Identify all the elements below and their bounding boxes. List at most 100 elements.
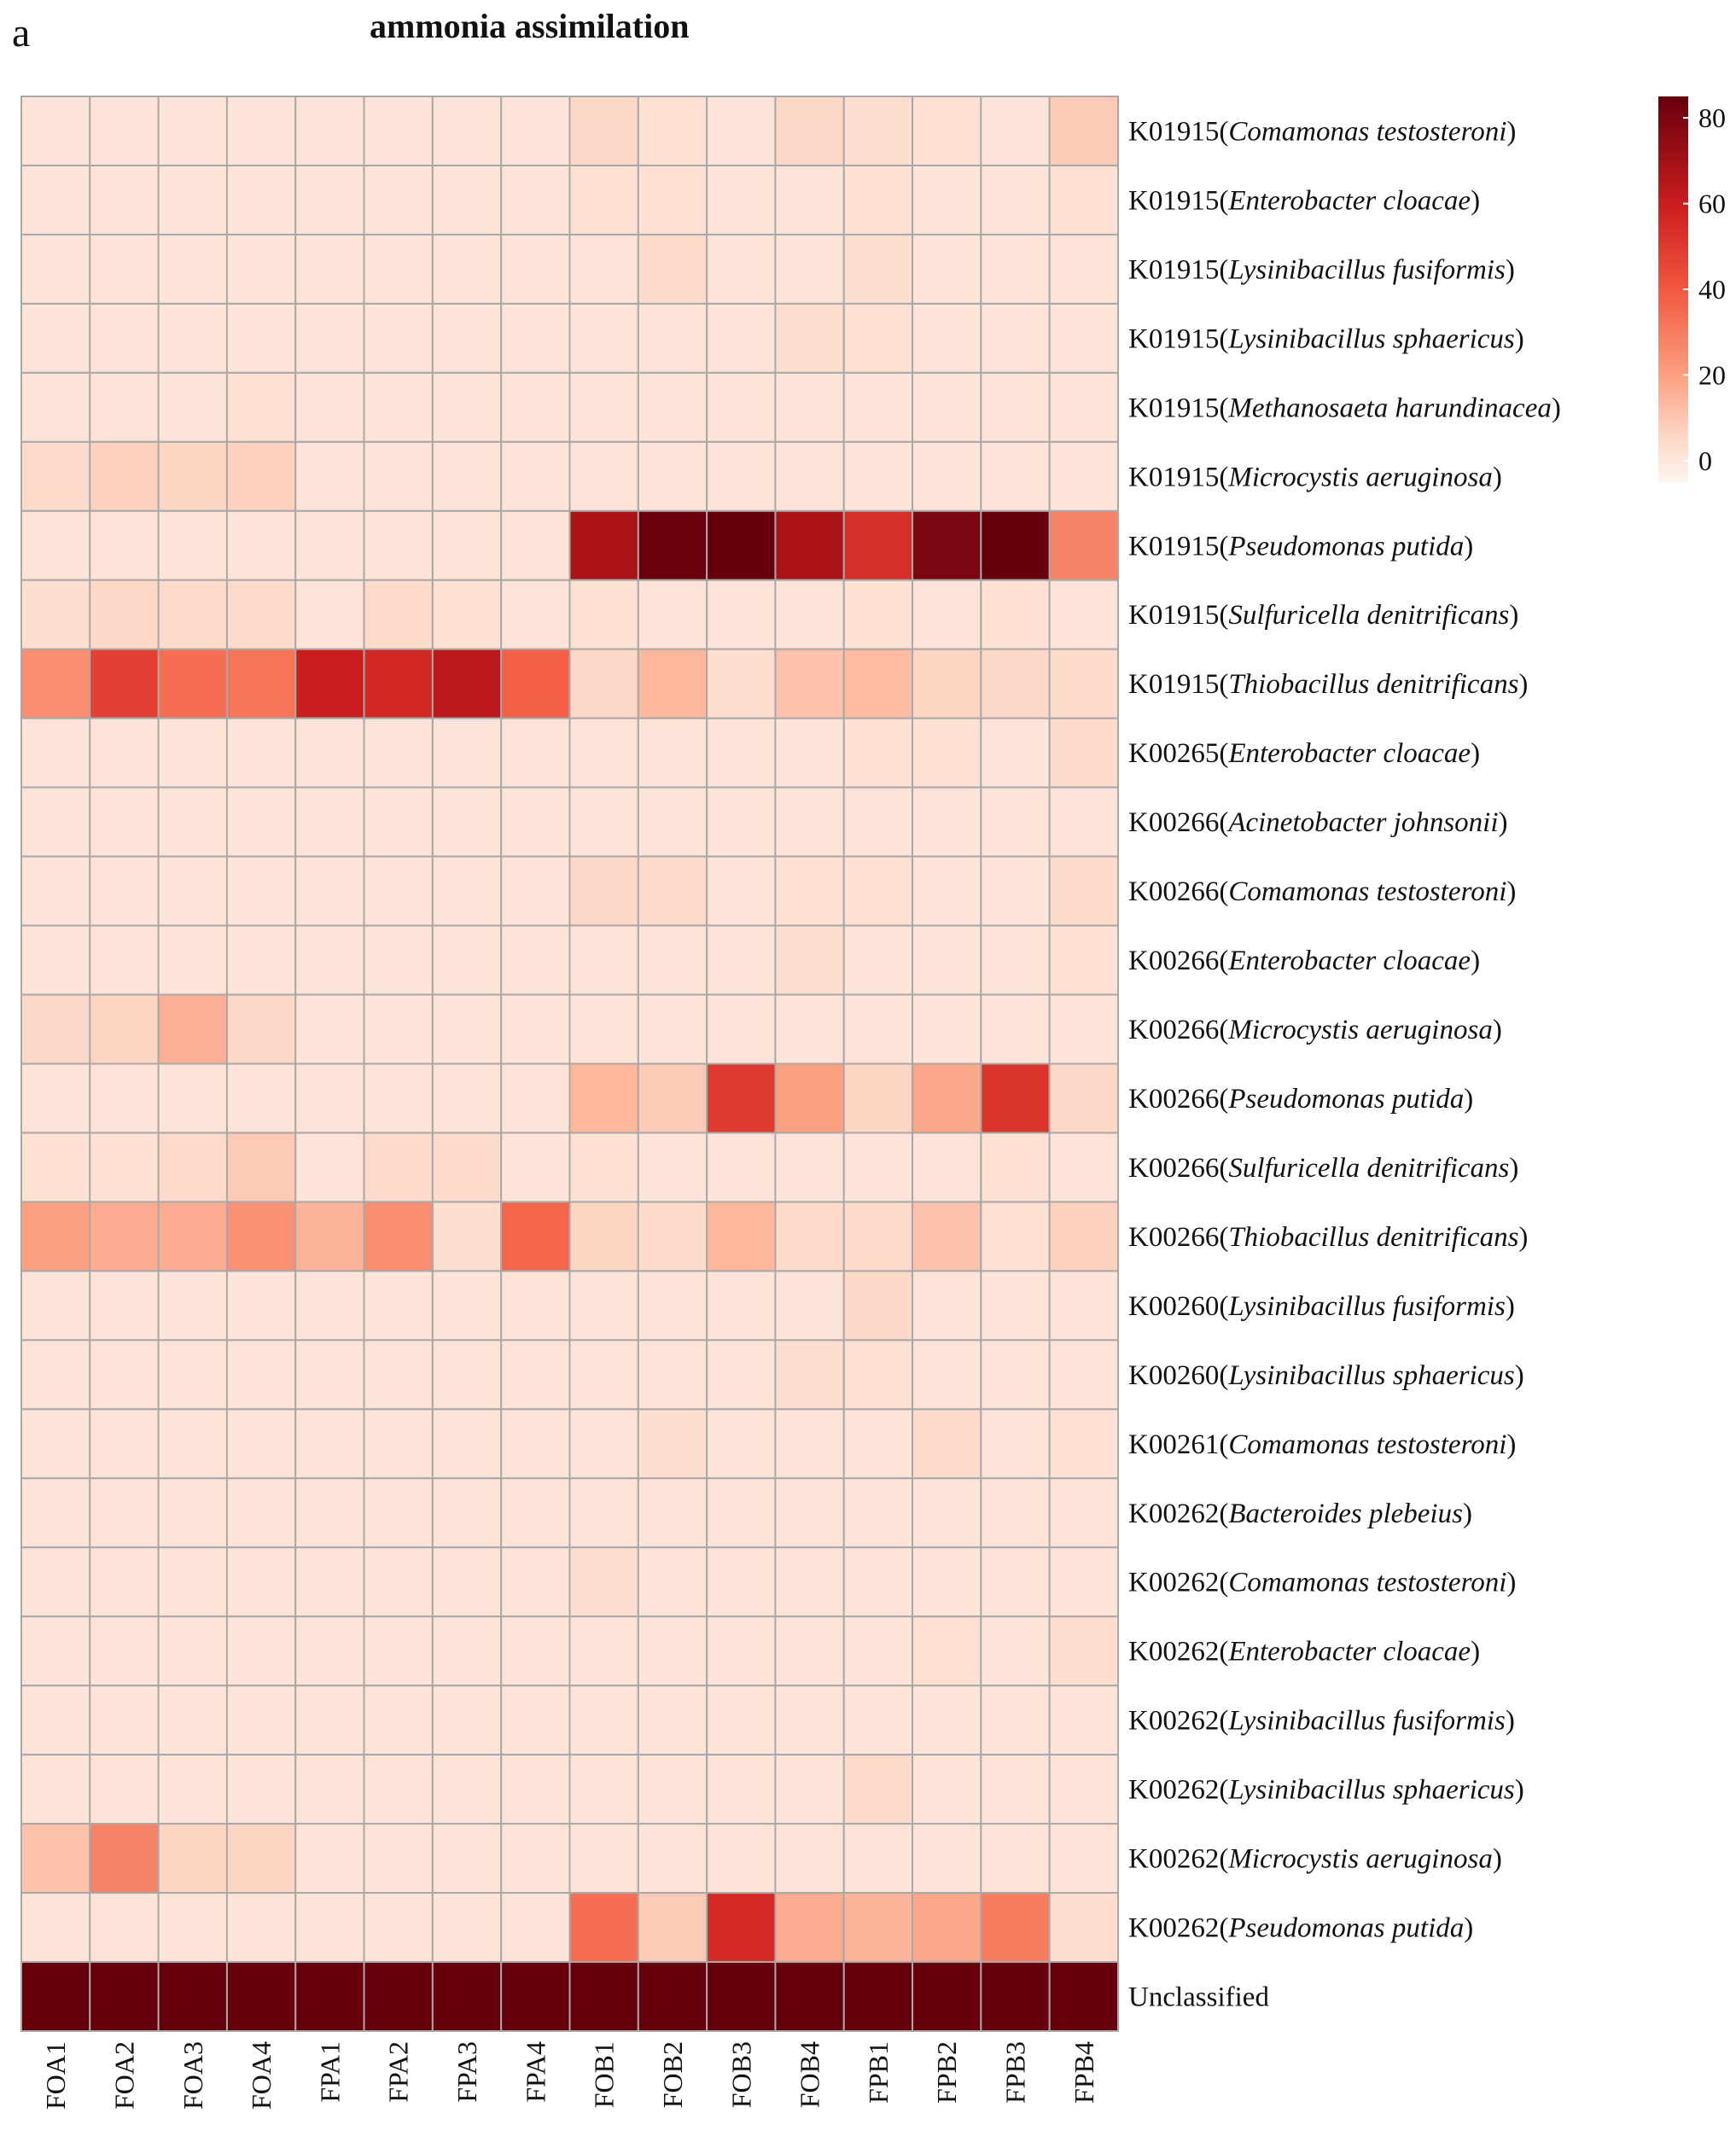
heatmap-cell <box>842 1961 914 2033</box>
row-label: K00266(Acinetobacter johnsonii) <box>1128 807 1508 838</box>
row-label-species: Pseudomonas putida <box>1227 531 1464 562</box>
heatmap-cell <box>363 1339 434 1411</box>
heatmap-cell <box>842 648 914 719</box>
heatmap-cell <box>980 1823 1051 1895</box>
heatmap-cell <box>637 1062 708 1134</box>
heatmap-cell <box>774 1546 845 1618</box>
heatmap-cell <box>706 579 777 650</box>
heatmap-cell <box>568 1201 639 1272</box>
heatmap-cell <box>20 96 91 166</box>
heatmap-cell <box>89 993 160 1065</box>
row-label-code: K00262( <box>1128 1775 1228 1806</box>
heatmap-cell <box>363 233 434 305</box>
heatmap-cell <box>980 1615 1051 1687</box>
heatmap-cell <box>637 96 708 166</box>
heatmap-cell <box>706 1270 777 1342</box>
heatmap-cell <box>363 1961 434 2033</box>
heatmap-cell <box>637 717 708 789</box>
row-label-species: Acinetobacter johnsonii <box>1226 807 1498 838</box>
heatmap-cell <box>637 1892 708 1964</box>
heatmap-cell <box>225 1754 297 1825</box>
heatmap-cell <box>225 993 297 1065</box>
heatmap-cell <box>637 855 708 927</box>
row-label-close: ) <box>1515 1360 1524 1391</box>
row-label-species: Comamonas testosteroni <box>1228 117 1506 148</box>
heatmap-cell <box>431 1408 503 1480</box>
heatmap-cell <box>500 1754 571 1825</box>
heatmap-cell <box>912 96 982 166</box>
heatmap-cell <box>294 1339 365 1411</box>
heatmap-cell <box>842 855 914 927</box>
heatmap-cell <box>842 1062 914 1134</box>
row-label-species: Microcystis aeruginosa <box>1227 462 1493 492</box>
heatmap-cell <box>568 648 639 719</box>
heatmap-cell <box>89 855 160 927</box>
heatmap-cell <box>500 1892 571 1964</box>
heatmap-cell <box>842 440 914 512</box>
legend-tick-label: 80 <box>1698 102 1726 133</box>
heatmap-cell <box>431 717 503 789</box>
heatmap-cell <box>774 786 845 858</box>
row-label-code: K01915( <box>1128 117 1228 148</box>
heatmap-cell <box>980 509 1051 581</box>
row-label-close: ) <box>1464 531 1473 562</box>
heatmap-cell <box>774 1062 845 1134</box>
row-label-close: ) <box>1471 185 1480 216</box>
row-label-code: K00266( <box>1128 807 1228 838</box>
heatmap-cell <box>774 1892 845 1964</box>
heatmap-cell <box>20 717 91 789</box>
column-label: FOA3 <box>178 2041 208 2110</box>
heatmap-cell <box>89 302 160 374</box>
heatmap-cell <box>20 1961 91 2033</box>
color-legend: 0 20 40 60 80 <box>1658 96 1726 482</box>
heatmap-cell <box>912 924 982 996</box>
row-label-species: Enterobacter cloacae <box>1227 1637 1471 1668</box>
heatmap-cell <box>225 1615 297 1687</box>
heatmap-cell <box>568 993 639 1065</box>
heatmap-cell <box>20 786 91 858</box>
heatmap-cell <box>980 164 1051 236</box>
heatmap-cell <box>637 1823 708 1895</box>
row-label-code: K00262( <box>1128 1499 1228 1529</box>
heatmap-cell <box>1048 579 1119 650</box>
heatmap-cell <box>363 924 434 996</box>
heatmap-cell <box>294 717 365 789</box>
heatmap-cell <box>89 1823 160 1895</box>
heatmap-cell <box>637 579 708 650</box>
row-label: K00262(Microcystis aeruginosa) <box>1128 1844 1502 1875</box>
heatmap-cell <box>842 1408 914 1480</box>
heatmap-cell <box>294 1754 365 1825</box>
heatmap-cell <box>20 509 91 581</box>
heatmap-cell <box>706 1823 777 1895</box>
heatmap-cell <box>431 648 503 719</box>
heatmap-cell <box>774 717 845 789</box>
row-label-species: Bacteroides plebeius <box>1228 1499 1463 1529</box>
heatmap-cell <box>912 1132 982 1203</box>
heatmap-cell <box>89 1615 160 1687</box>
heatmap-cell <box>1048 1339 1119 1411</box>
column-label: FPB1 <box>863 2041 894 2104</box>
heatmap-cell <box>294 1477 365 1549</box>
heatmap-cell <box>637 1961 708 2033</box>
heatmap-cell <box>89 233 160 305</box>
heatmap-cell <box>568 1892 639 1964</box>
row-label: K01915(Thiobacillus denitrificans) <box>1128 669 1528 700</box>
heatmap-cell <box>842 302 914 374</box>
row-label-close: ) <box>1515 323 1524 354</box>
heatmap-cell <box>774 233 845 305</box>
heatmap-cell <box>637 648 708 719</box>
heatmap-cell <box>912 164 982 236</box>
heatmap-cell <box>912 1823 982 1895</box>
heatmap-cell <box>157 1546 228 1618</box>
row-label-close: ) <box>1493 1015 1502 1045</box>
row-label: K00262(Lysinibacillus sphaericus) <box>1128 1775 1524 1806</box>
heatmap-cell <box>20 1754 91 1825</box>
row-label: K00260(Lysinibacillus sphaericus) <box>1128 1360 1524 1391</box>
heatmap-cell <box>89 509 160 581</box>
heatmap-cell <box>225 1132 297 1203</box>
row-label-code: K01915( <box>1128 185 1228 216</box>
heatmap-cell <box>363 1062 434 1134</box>
heatmap-cell <box>706 1132 777 1203</box>
heatmap-cell <box>637 1270 708 1342</box>
heatmap-cell <box>225 786 297 858</box>
